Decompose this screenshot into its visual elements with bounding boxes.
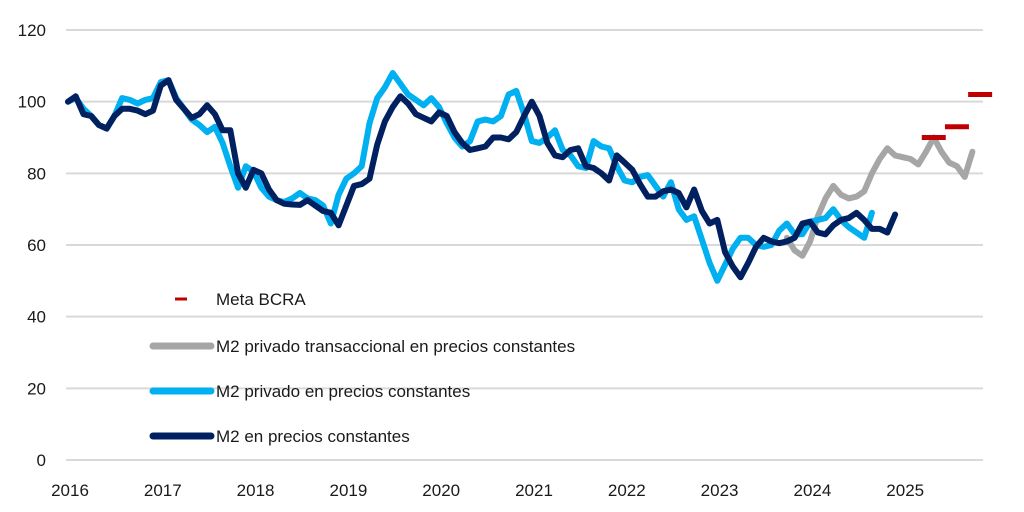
legend-item-m2-privado: M2 privado en precios constantes (149, 382, 470, 401)
series-line-m2-priv-trans (783, 134, 976, 259)
x-tick-label-2019: 2019 (329, 481, 367, 500)
y-tick-label-40: 40 (27, 308, 46, 327)
y-tick-label-80: 80 (27, 164, 46, 183)
x-tick-label-2020: 2020 (422, 481, 460, 500)
legend-item-meta: Meta BCRA (175, 290, 306, 309)
y-tick-label-60: 60 (27, 236, 46, 255)
legend-item-m2-privado-transaccional: M2 privado transaccional en precios cons… (149, 337, 575, 356)
meta-bcra-markers (921, 92, 993, 140)
gridlines (66, 29, 983, 461)
x-tick-label-2022: 2022 (608, 481, 646, 500)
series-lines (65, 70, 976, 284)
y-tick-label-120: 120 (18, 21, 46, 40)
x-tick-label-2024: 2024 (793, 481, 831, 500)
series-line-m2 (65, 77, 899, 281)
y-tick-label-0: 0 (37, 451, 46, 470)
legend-item-m2: M2 en precios constantes (149, 427, 410, 446)
x-tick-label-2016: 2016 (51, 481, 89, 500)
x-axis-tick-labels: 2016 2017 2018 2019 2020 2021 2022 2023 2024 2025 (51, 481, 924, 500)
y-tick-label-100: 100 (18, 93, 46, 112)
legend-label-m2-privado-transaccional: M2 privado transaccional en precios cons… (216, 337, 575, 356)
y-axis-tick-labels: 0 20 40 60 80 100 120 (18, 21, 46, 470)
x-tick-label-2018: 2018 (237, 481, 275, 500)
x-tick-label-2023: 2023 (701, 481, 739, 500)
legend: Meta BCRA M2 privado transaccional en pr… (149, 290, 575, 446)
x-tick-label-2017: 2017 (144, 481, 182, 500)
legend-label-m2: M2 en precios constantes (216, 427, 410, 446)
legend-label-m2-privado: M2 privado en precios constantes (216, 382, 470, 401)
legend-label-meta: Meta BCRA (216, 290, 306, 309)
x-tick-label-2021: 2021 (515, 481, 553, 500)
y-tick-label-20: 20 (27, 379, 46, 398)
series-line-m2-priv (65, 70, 875, 284)
x-tick-label-2025: 2025 (886, 481, 924, 500)
